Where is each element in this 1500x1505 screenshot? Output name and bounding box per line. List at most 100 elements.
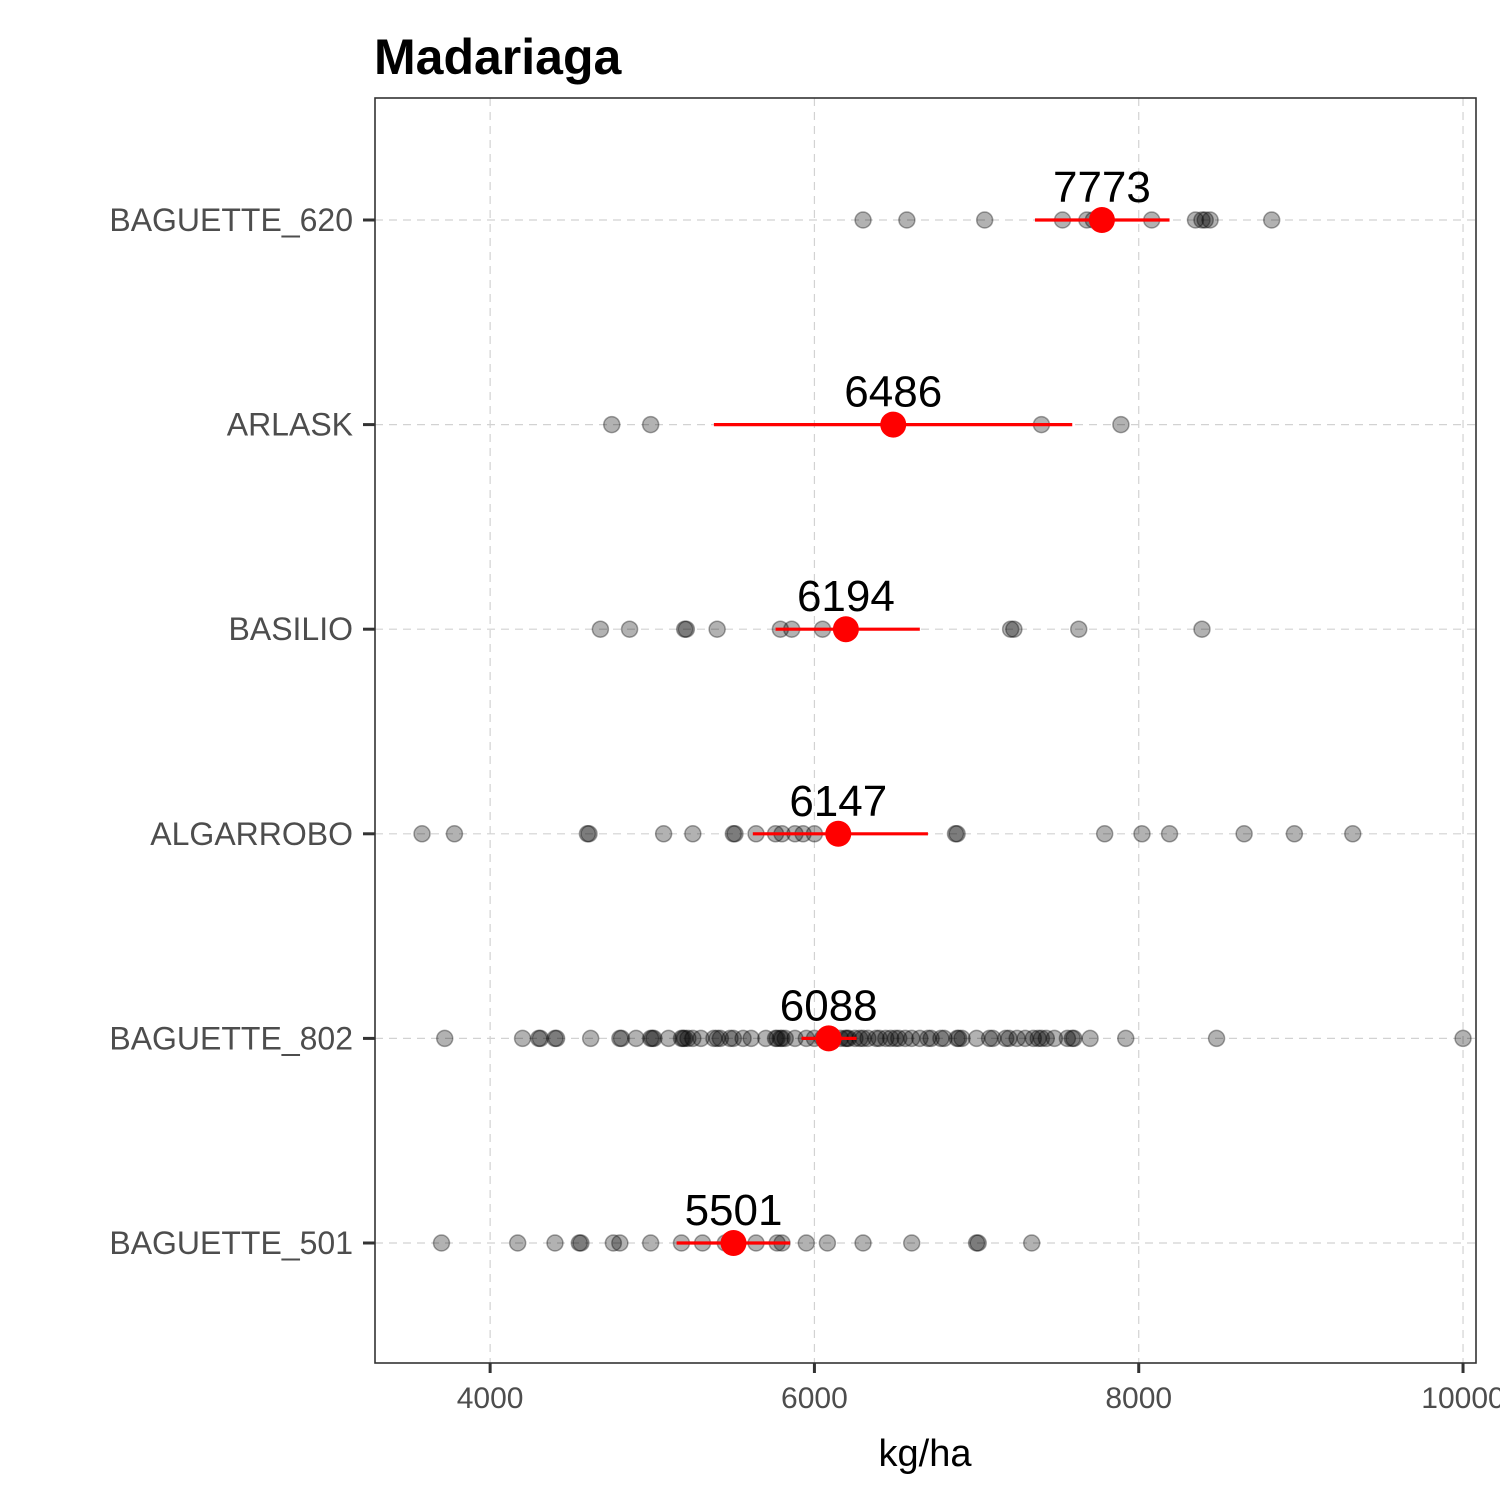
data-point (721, 1029, 739, 1048)
data-point (1117, 1029, 1135, 1048)
axes: 4000 6000 8000 10000 BAGUETTE_620 ARLASK BASIL… (109, 202, 1500, 1415)
data-point (932, 1029, 950, 1048)
mean-value-label: 6486 (844, 368, 942, 417)
data-point (877, 1029, 895, 1048)
observation-points (413, 211, 1472, 1252)
data-point (445, 825, 464, 843)
data-point (1344, 825, 1362, 843)
data-point (645, 1029, 663, 1048)
data-point (997, 1029, 1015, 1048)
data-point (581, 1029, 600, 1048)
data-point (967, 1234, 986, 1252)
data-point (967, 1029, 986, 1048)
data-point (742, 1029, 760, 1048)
data-point (1045, 1029, 1064, 1048)
x-tick-label: 8000 (1105, 1382, 1172, 1415)
data-point (547, 1029, 566, 1048)
mean-value-label: 6194 (797, 572, 895, 621)
data-point (949, 1029, 968, 1048)
data-point (886, 1029, 905, 1048)
data-point (1024, 1029, 1043, 1048)
grid-lines (375, 98, 1476, 1363)
y-tick-label: ALGARROBO (150, 816, 353, 852)
data-point (578, 825, 597, 843)
data-point (919, 1029, 937, 1048)
data-point (854, 211, 872, 229)
data-point (726, 825, 744, 843)
mean-value-label: 5501 (685, 1186, 783, 1235)
x-axis-label: kg/ha (879, 1433, 973, 1475)
data-point (1032, 1029, 1051, 1048)
data-point (612, 1029, 631, 1048)
data-point (654, 825, 673, 843)
data-point (684, 825, 702, 843)
data-point (1262, 211, 1281, 229)
data-point (679, 1029, 697, 1048)
data-point (643, 1029, 662, 1048)
data-point (1063, 1029, 1081, 1048)
data-point (708, 620, 726, 638)
data-point (1160, 825, 1179, 843)
data-point (854, 1234, 872, 1252)
data-point (677, 620, 696, 638)
x-tick-label: 6000 (781, 1382, 848, 1415)
data-point (711, 1029, 730, 1048)
mean-value-label: 6147 (789, 777, 887, 826)
data-point (911, 1029, 929, 1048)
data-point (1000, 1029, 1018, 1048)
data-point (1065, 1029, 1083, 1048)
data-point (935, 1029, 953, 1048)
data-point (969, 1234, 987, 1252)
mean-markers: 7773 6486 6194 6147 6088 5501 (676, 163, 1170, 1256)
mean-point (815, 1025, 842, 1052)
data-point (902, 1029, 921, 1048)
mean-point (720, 1230, 747, 1256)
data-point (674, 1029, 692, 1048)
data-point (881, 1029, 900, 1048)
chart-title: Madariaga (374, 29, 623, 85)
data-point (859, 1029, 877, 1048)
data-point (773, 1029, 791, 1048)
data-point (948, 825, 966, 843)
mean-value-label: 6088 (780, 981, 878, 1030)
data-point (432, 1234, 451, 1252)
data-point (641, 415, 660, 434)
data-point (902, 1234, 921, 1252)
data-point (797, 1234, 816, 1252)
data-point (953, 1029, 971, 1048)
data-point (1112, 415, 1130, 434)
data-point (1285, 825, 1304, 843)
data-point (724, 1029, 743, 1048)
data-point (627, 1029, 645, 1048)
data-point (1058, 1029, 1077, 1048)
data-point (641, 1234, 660, 1252)
data-point (734, 1029, 752, 1048)
data-point (867, 1029, 885, 1048)
data-point (611, 1234, 629, 1252)
data-point (641, 1029, 660, 1048)
y-tick-label: ARLASK (227, 407, 353, 443)
data-point (975, 211, 994, 229)
data-point (1186, 211, 1205, 229)
mean-point (825, 820, 852, 847)
data-point (1133, 825, 1151, 843)
data-point (413, 825, 431, 843)
data-point (896, 1029, 914, 1048)
data-point (724, 825, 743, 843)
y-tick-label: BAGUETTE_802 (109, 1020, 353, 1056)
data-point (922, 1029, 940, 1048)
data-point (684, 1029, 702, 1048)
data-point (818, 1234, 837, 1252)
data-point (1005, 620, 1023, 638)
data-point (946, 825, 965, 843)
plot-panel (374, 97, 1477, 1364)
data-point (757, 1029, 775, 1048)
data-point (508, 1234, 527, 1252)
data-point (984, 1029, 1002, 1048)
data-point (1201, 211, 1219, 229)
data-point (546, 1029, 564, 1048)
data-point (776, 1029, 794, 1048)
data-point (1008, 1029, 1026, 1048)
data-point (620, 620, 639, 638)
